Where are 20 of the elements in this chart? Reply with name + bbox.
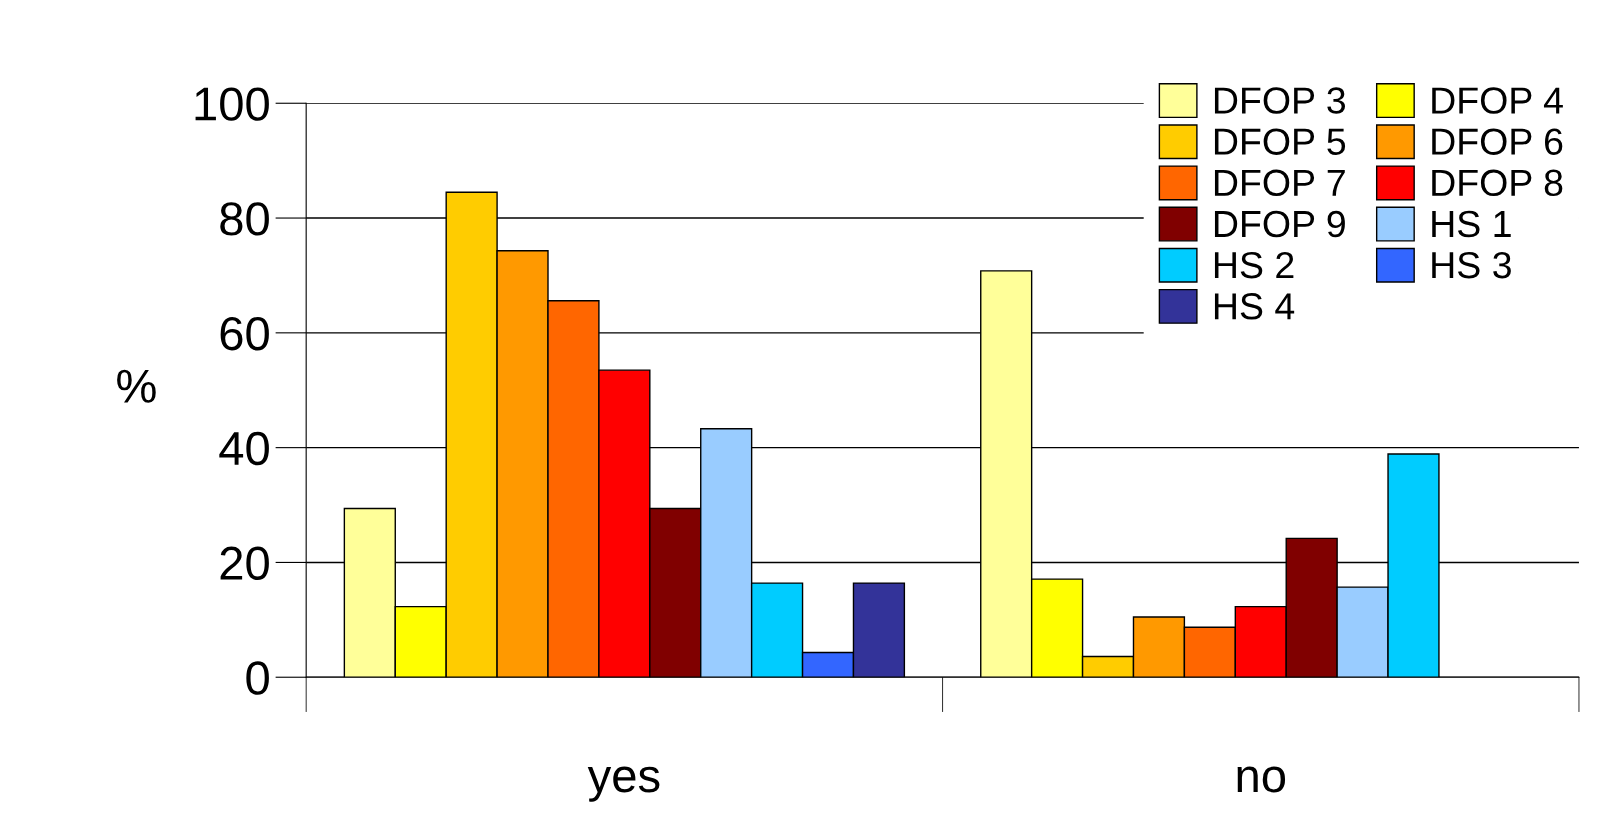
legend-label: DFOP 9 — [1214, 210, 1345, 238]
legend-label: DFOP 7 — [1214, 169, 1345, 197]
y-tick-label: 60 — [220, 316, 269, 351]
y-tick-label: 20 — [220, 546, 269, 581]
legend-label: HS 3 — [1432, 251, 1511, 279]
y-tick-label: 80 — [220, 202, 269, 236]
legend-label: DFOP 3 — [1214, 87, 1346, 114]
y-axis-title: % — [117, 369, 156, 403]
legend-label: HS 4 — [1214, 293, 1295, 320]
legend-label: DFOP 6 — [1432, 128, 1563, 155]
legend-label: DFOP 4 — [1432, 87, 1563, 114]
y-tick-label: 40 — [219, 431, 269, 466]
legend-label: DFOP 8 — [1432, 169, 1563, 197]
legend-label: HS 2 — [1214, 251, 1294, 279]
x-tick-label: no — [1237, 766, 1286, 793]
legend-label: HS 1 — [1432, 210, 1511, 238]
y-tick-label: 100 — [195, 87, 269, 121]
x-tick-label: yes — [587, 766, 660, 802]
legend-label: DFOP 5 — [1214, 128, 1346, 155]
y-tick-label: 0 — [246, 661, 269, 695]
